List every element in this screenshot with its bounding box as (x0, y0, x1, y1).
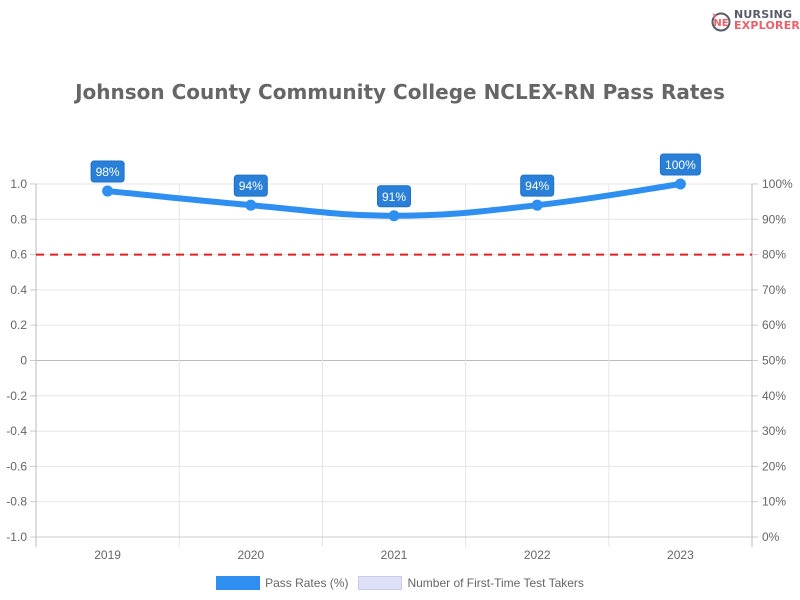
data-label: 94% (239, 179, 263, 193)
legend-item-test-takers[interactable]: Number of First-Time Test Takers (358, 576, 584, 590)
legend-swatch-test-takers (358, 576, 403, 590)
data-label-box (659, 153, 701, 176)
left-tick-label: -0.8 (6, 495, 27, 509)
left-tick-label: -0.2 (6, 389, 27, 403)
right-tick-label: 30% (762, 424, 786, 438)
data-point[interactable] (102, 185, 114, 197)
chart-title: Johnson County Community College NCLEX-R… (75, 80, 725, 104)
data-label: 91% (382, 190, 406, 204)
right-tick-label: 90% (762, 212, 786, 226)
x-axis: 2019 2020 2021 2022 2023 (94, 548, 694, 562)
x-tick-label: 2019 (94, 548, 121, 562)
left-tick-label: -0.4 (6, 424, 27, 438)
right-tick-label: 100% (762, 177, 793, 191)
logo-line2: EXPLORER (734, 19, 800, 32)
data-label-box (90, 160, 125, 183)
x-tick-label: 2020 (237, 548, 264, 562)
nursing-explorer-logo: NE NURSING EXPLORER (710, 8, 800, 34)
right-tick-label: 60% (762, 318, 786, 332)
svg-text:NE: NE (713, 18, 728, 29)
right-tick-label: 40% (762, 389, 786, 403)
left-axis: 1.0 0.8 0.6 0.4 0.2 0 -0.2 -0.4 -0.6 -0.8 -1.0 (6, 177, 27, 544)
legend-swatch-pass-rates (216, 576, 261, 590)
left-tick-label: -0.6 (6, 459, 27, 473)
left-tick-label: 0.4 (10, 283, 27, 297)
data-label-box (520, 174, 555, 197)
data-point[interactable] (245, 199, 257, 211)
data-point[interactable] (674, 178, 686, 190)
grid-lines (30, 183, 758, 547)
right-tick-label: 0% (762, 530, 780, 544)
left-tick-label: 1.0 (10, 177, 27, 191)
pass-rate-series (102, 178, 686, 222)
data-label-box (377, 185, 411, 208)
right-tick-label: 10% (762, 495, 786, 509)
right-tick-label: 20% (762, 459, 786, 473)
data-label: 100% (665, 158, 696, 172)
data-point[interactable] (388, 210, 400, 222)
data-label: 94% (525, 179, 549, 193)
right-tick-label: 80% (762, 248, 786, 262)
x-tick-label: 2021 (381, 548, 408, 562)
data-labels: 98% 94% 91% 94% 100% (90, 153, 701, 208)
left-tick-label: -1.0 (6, 530, 27, 544)
legend: Pass Rates (%) Number of First-Time Test… (0, 576, 800, 590)
data-point[interactable] (531, 199, 543, 211)
data-label: 98% (96, 165, 120, 179)
right-tick-label: 70% (762, 283, 786, 297)
right-tick-label: 50% (762, 354, 786, 368)
data-label-box (233, 174, 268, 197)
x-tick-label: 2022 (524, 548, 551, 562)
left-tick-label: 0.6 (10, 248, 27, 262)
legend-label: Number of First-Time Test Takers (407, 576, 584, 590)
left-tick-label: 0.2 (10, 318, 27, 332)
left-tick-label: 0.8 (10, 212, 27, 226)
legend-label: Pass Rates (%) (265, 576, 349, 590)
legend-item-pass-rates[interactable]: Pass Rates (%) (216, 576, 348, 590)
x-tick-label: 2023 (667, 548, 694, 562)
logo-icon: NE (711, 12, 731, 32)
right-axis: 100% 90% 80% 70% 60% 50% 40% 30% 20% 10% 0% (762, 177, 793, 544)
logo-line1: NURSING (734, 8, 793, 21)
left-tick-label: 0 (20, 354, 27, 368)
